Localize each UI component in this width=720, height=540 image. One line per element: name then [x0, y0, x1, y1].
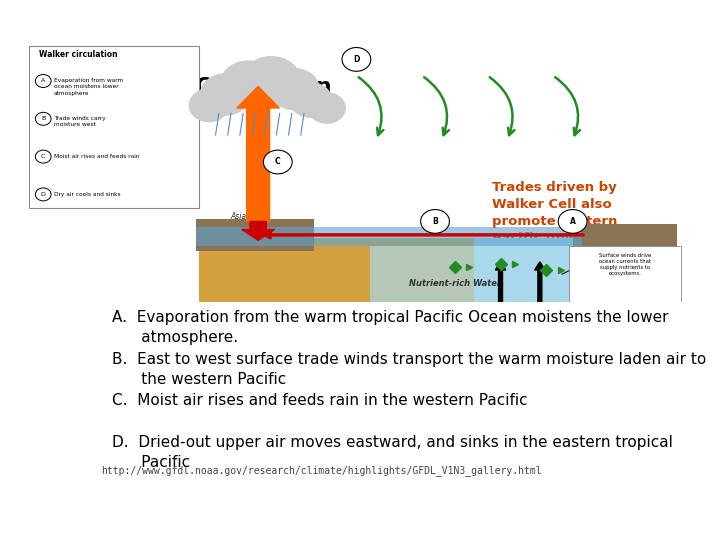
FancyBboxPatch shape	[196, 219, 314, 251]
Circle shape	[309, 93, 346, 123]
Text: Moist air rises and feeds rain: Moist air rises and feeds rain	[54, 154, 139, 159]
FancyBboxPatch shape	[199, 238, 474, 302]
FancyArrow shape	[613, 262, 624, 302]
Text: D.  Dried-out upper air moves eastward, and sinks in the eastern tropical
      : D. Dried-out upper air moves eastward, a…	[112, 435, 673, 470]
FancyBboxPatch shape	[474, 238, 658, 302]
Text: C: C	[41, 154, 45, 159]
Circle shape	[189, 89, 229, 122]
FancyBboxPatch shape	[29, 46, 199, 208]
Circle shape	[269, 69, 319, 110]
Text: A.  Evaporation from the warm tropical Pacific Ocean moistens the lower
      at: A. Evaporation from the warm tropical Pa…	[112, 310, 669, 345]
Circle shape	[420, 210, 449, 233]
Circle shape	[242, 57, 301, 105]
Text: B: B	[432, 217, 438, 226]
Text: B: B	[41, 116, 45, 122]
Text: Dry air cools and sinks: Dry air cools and sinks	[54, 192, 120, 197]
Text: D: D	[41, 192, 45, 197]
Circle shape	[342, 48, 371, 71]
Text: Surface winds drive
ocean currents that
supply nutrients to
ecosystems.: Surface winds drive ocean currents that …	[599, 253, 651, 276]
Text: C: C	[275, 158, 281, 166]
Text: A: A	[570, 217, 575, 226]
FancyArrow shape	[574, 262, 585, 302]
FancyBboxPatch shape	[572, 224, 678, 256]
Text: C.  Moist air rises and feeds rain in the western Pacific: C. Moist air rises and feeds rain in the…	[112, 393, 528, 408]
Text: Walker Circulation: Walker Circulation	[101, 77, 332, 97]
FancyBboxPatch shape	[196, 227, 582, 246]
FancyArrow shape	[242, 221, 274, 240]
Text: Trade winds carry
moisture west: Trade winds carry moisture west	[54, 116, 105, 127]
Text: Asia: Asia	[230, 212, 246, 221]
Text: A: A	[41, 78, 45, 84]
FancyArrow shape	[535, 262, 545, 302]
Text: Evaporation from warm
ocean moistens lower
atmosphere: Evaporation from warm ocean moistens low…	[54, 78, 123, 96]
FancyBboxPatch shape	[369, 246, 658, 302]
Text: Walker circulation: Walker circulation	[39, 50, 117, 59]
Circle shape	[221, 61, 276, 106]
Circle shape	[289, 83, 331, 117]
Circle shape	[558, 210, 587, 233]
Circle shape	[200, 74, 251, 115]
FancyBboxPatch shape	[570, 246, 680, 302]
Circle shape	[264, 150, 292, 174]
FancyArrow shape	[495, 262, 505, 302]
Text: Nutrient-rich Water: Nutrient-rich Water	[409, 279, 500, 288]
FancyArrow shape	[237, 86, 279, 221]
Text: D: D	[354, 55, 359, 64]
Text: Trades driven by
Walker Cell also
promote eastern
Pacific upwelling
and nutrient: Trades driven by Walker Cell also promot…	[492, 181, 619, 279]
Text: B.  East to west surface trade winds transport the warm moisture laden air to
  : B. East to west surface trade winds tran…	[112, 352, 706, 387]
Text: http://www.gfdl.noaa.gov/research/climate/highlights/GFDL_V1N3_gallery.html: http://www.gfdl.noaa.gov/research/climat…	[101, 465, 541, 476]
